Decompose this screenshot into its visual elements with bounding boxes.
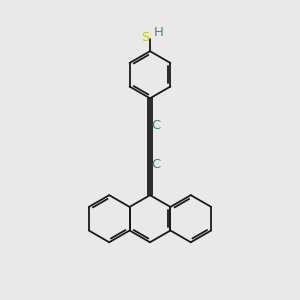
Text: C: C xyxy=(151,119,160,132)
Text: S: S xyxy=(142,31,150,44)
Text: C: C xyxy=(151,158,160,171)
Text: H: H xyxy=(154,26,164,39)
